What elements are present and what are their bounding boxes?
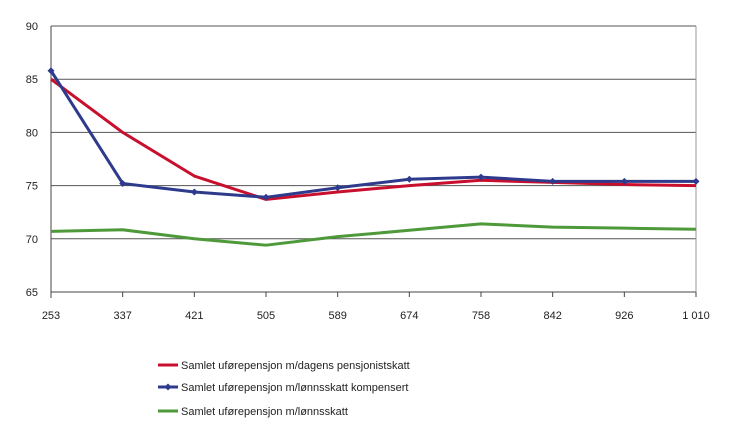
series-line-3 [50,222,697,247]
x-tick-label: 1 010 [682,310,710,322]
data-point-marker [190,188,198,196]
legend-label: Samlet uførepensjon m/lønnsskatt kompens… [181,382,408,394]
x-tick-label: 505 [257,310,275,322]
y-tick-label: 80 [26,127,38,139]
data-point-marker [549,177,557,185]
data-point-marker [119,179,127,187]
data-point-marker [477,173,485,181]
y-tick-label: 75 [26,181,38,193]
series-line-2 [49,69,696,199]
y-tick-label: 65 [26,287,38,299]
x-tick-label: 758 [472,310,490,322]
y-tick-label: 70 [26,234,38,246]
legend-marker [164,383,172,391]
x-tick-label: 926 [615,310,633,322]
x-tick-label: 589 [328,310,346,322]
x-tick-label: 674 [400,310,418,322]
legend-label: Samlet uførepensjon m/lønnsskatt [181,406,348,418]
x-tick-label: 337 [113,310,131,322]
y-tick-label: 85 [26,74,38,86]
data-point-marker [47,67,55,75]
data-point-marker [262,193,270,201]
data-point-marker [405,175,413,183]
y-tick-label: 90 [26,21,38,33]
x-tick-label: 253 [42,310,60,322]
data-point-marker [620,177,628,185]
series-line-1 [50,77,697,201]
data-point-marker [692,177,700,185]
legend-label: Samlet uførepensjon m/dagens pensjonists… [181,360,410,372]
x-tick-label: 421 [185,310,203,322]
data-point-marker [334,184,342,192]
x-tick-label: 842 [543,310,561,322]
